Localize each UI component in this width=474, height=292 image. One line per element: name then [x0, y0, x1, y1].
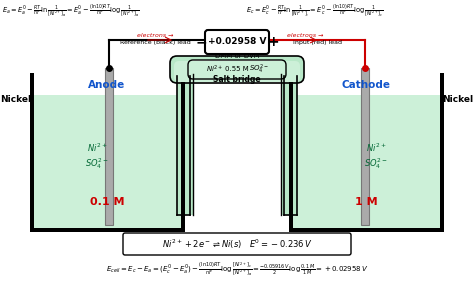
Text: electrons →: electrons →: [287, 33, 323, 38]
FancyBboxPatch shape: [205, 30, 269, 54]
Bar: [30, 73, 34, 232]
Text: Nickel: Nickel: [442, 95, 474, 105]
Bar: [289, 228, 444, 232]
Text: 1 M: 1 M: [355, 197, 377, 207]
Text: $E_a=E_a^0-\frac{RT}{nF}\ln\frac{1}{[Ni^{2+}]_a}=E_a^0-\frac{(\ln\!10)RT}{nF}\lo: $E_a=E_a^0-\frac{RT}{nF}\ln\frac{1}{[Ni^…: [2, 2, 140, 19]
Text: $SO_4^{2-}$: $SO_4^{2-}$: [85, 157, 109, 171]
Bar: [289, 73, 293, 232]
Text: +0.02958 V: +0.02958 V: [208, 37, 266, 46]
Bar: [193, 74, 281, 215]
Text: $Ni^{2+}+2e^-\rightleftharpoons Ni(s)\quad E^0=-0.236\,V$: $Ni^{2+}+2e^-\rightleftharpoons Ni(s)\qu…: [162, 237, 312, 251]
Text: $E_c=E_c^0-\frac{RT}{nF}\ln\frac{1}{[Ni^{2+}]_c}=E_c^0-\frac{(\ln\!10)RT}{nF}\lo: $E_c=E_c^0-\frac{RT}{nF}\ln\frac{1}{[Ni^…: [246, 2, 383, 19]
FancyBboxPatch shape: [174, 61, 300, 82]
Bar: [34, 95, 181, 228]
Text: −: −: [195, 35, 207, 49]
Text: $E_{cell}=E_c-E_a=(E_c^0-E_a^0)-\frac{(\ln\!10)RT}{nF}\log\frac{[Ni^{2+}]_c}{[Ni: $E_{cell}=E_c-E_a=(E_c^0-E_a^0)-\frac{(\…: [106, 260, 368, 278]
Bar: [440, 73, 444, 232]
Text: +: +: [267, 35, 279, 49]
Bar: [293, 95, 440, 228]
Text: 0.55 M: 0.55 M: [225, 66, 249, 72]
Text: electrons →: electrons →: [137, 33, 173, 38]
Text: Salt bridge: Salt bridge: [213, 74, 261, 84]
Bar: [281, 76, 297, 215]
Text: $Ni^{2+}$: $Ni^{2+}$: [206, 63, 224, 75]
FancyBboxPatch shape: [123, 233, 351, 255]
Text: Nickel: Nickel: [0, 95, 32, 105]
Text: $SO_4^{2-}$: $SO_4^{2-}$: [249, 62, 269, 76]
Text: $SO_4^{2-}$: $SO_4^{2-}$: [364, 157, 388, 171]
Text: Reference (black) lead: Reference (black) lead: [119, 40, 191, 45]
Bar: [105, 68, 113, 225]
Bar: [30, 228, 185, 232]
Text: $Ni^{2+}$: $Ni^{2+}$: [87, 142, 107, 154]
Bar: [361, 68, 369, 225]
Text: Cathode: Cathode: [341, 80, 391, 90]
Bar: [181, 73, 185, 232]
Text: 0.1 M: 0.1 M: [90, 197, 124, 207]
Text: Input (red) lead: Input (red) lead: [293, 40, 343, 45]
Text: $Ni^{2+}$: $Ni^{2+}$: [366, 142, 386, 154]
Bar: [177, 76, 193, 215]
FancyBboxPatch shape: [188, 60, 286, 79]
FancyBboxPatch shape: [170, 56, 304, 83]
Text: Anode: Anode: [88, 80, 126, 90]
Text: DMM or DVM: DMM or DVM: [215, 53, 259, 59]
